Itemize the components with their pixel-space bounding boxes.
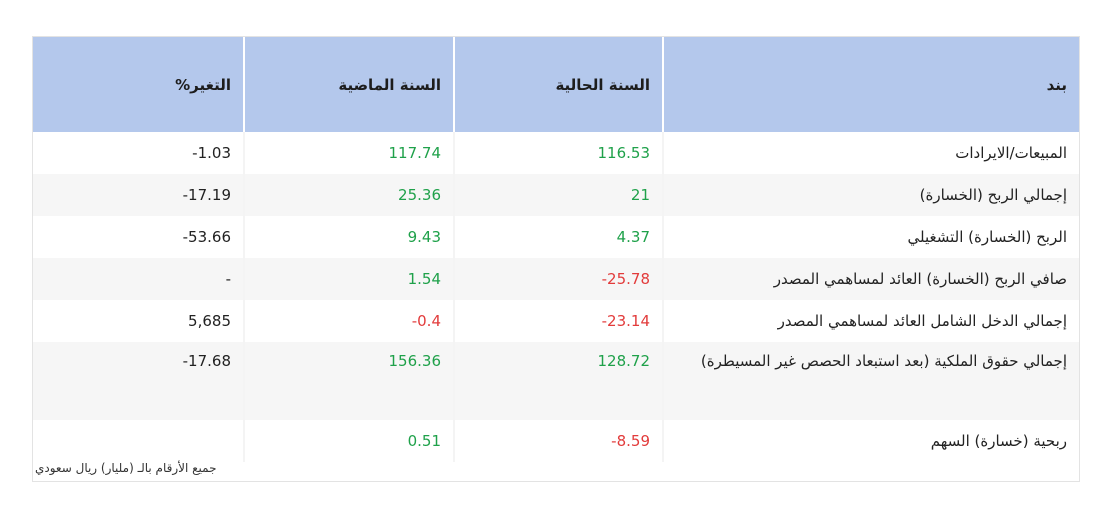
current-year-value: 8.59- xyxy=(453,420,662,462)
row-item-label: إجمالي الربح (الخسارة) xyxy=(662,174,1079,216)
change-value: 17.68- xyxy=(33,342,243,420)
current-year-value: 23.14- xyxy=(453,300,662,342)
header-change-percent: التغير% xyxy=(33,37,243,132)
table-row: إجمالي الربح (الخسارة) 21 25.36 17.19- xyxy=(33,174,1079,216)
row-item-label: إجمالي الدخل الشامل العائد لمساهمي المصد… xyxy=(662,300,1079,342)
table-row: ربحية (خسارة) السهم 8.59- 0.51 xyxy=(33,420,1079,462)
financial-results-table: بند السنة الحالية السنة الماضية التغير% … xyxy=(33,37,1079,462)
previous-year-value: 0.51 xyxy=(243,420,453,462)
current-year-value: 116.53 xyxy=(453,132,662,174)
financial-results-card: بند السنة الحالية السنة الماضية التغير% … xyxy=(32,36,1080,482)
row-item-label: المبيعات/الايرادات xyxy=(662,132,1079,174)
row-item-label: إجمالي حقوق الملكية (بعد استبعاد الحصص غ… xyxy=(662,342,1079,420)
current-year-value: 4.37 xyxy=(453,216,662,258)
previous-year-value: 117.74 xyxy=(243,132,453,174)
change-value xyxy=(33,420,243,462)
units-footnote: جميع الأرقام بالـ (مليار) ريال سعودي xyxy=(35,461,217,475)
table-row: صافي الربح (الخسارة) العائد لمساهمي المص… xyxy=(33,258,1079,300)
previous-year-value: 0.4- xyxy=(243,300,453,342)
row-item-label: صافي الربح (الخسارة) العائد لمساهمي المص… xyxy=(662,258,1079,300)
previous-year-value: 9.43 xyxy=(243,216,453,258)
current-year-value: 25.78- xyxy=(453,258,662,300)
change-value: 17.19- xyxy=(33,174,243,216)
change-value: 5,685 xyxy=(33,300,243,342)
table-row: إجمالي حقوق الملكية (بعد استبعاد الحصص غ… xyxy=(33,342,1079,420)
change-value: 53.66- xyxy=(33,216,243,258)
header-current-year: السنة الحالية xyxy=(453,37,662,132)
header-item: بند xyxy=(662,37,1079,132)
current-year-value: 128.72 xyxy=(453,342,662,420)
table-header-row: بند السنة الحالية السنة الماضية التغير% xyxy=(33,37,1079,132)
change-value: - xyxy=(33,258,243,300)
previous-year-value: 25.36 xyxy=(243,174,453,216)
table-row: المبيعات/الايرادات 116.53 117.74 1.03- xyxy=(33,132,1079,174)
table-row: إجمالي الدخل الشامل العائد لمساهمي المصد… xyxy=(33,300,1079,342)
current-year-value: 21 xyxy=(453,174,662,216)
previous-year-value: 1.54 xyxy=(243,258,453,300)
change-value: 1.03- xyxy=(33,132,243,174)
header-previous-year: السنة الماضية xyxy=(243,37,453,132)
row-item-label: ربحية (خسارة) السهم xyxy=(662,420,1079,462)
row-item-label: الربح (الخسارة) التشغيلي xyxy=(662,216,1079,258)
previous-year-value: 156.36 xyxy=(243,342,453,420)
table-row: الربح (الخسارة) التشغيلي 4.37 9.43 53.66… xyxy=(33,216,1079,258)
